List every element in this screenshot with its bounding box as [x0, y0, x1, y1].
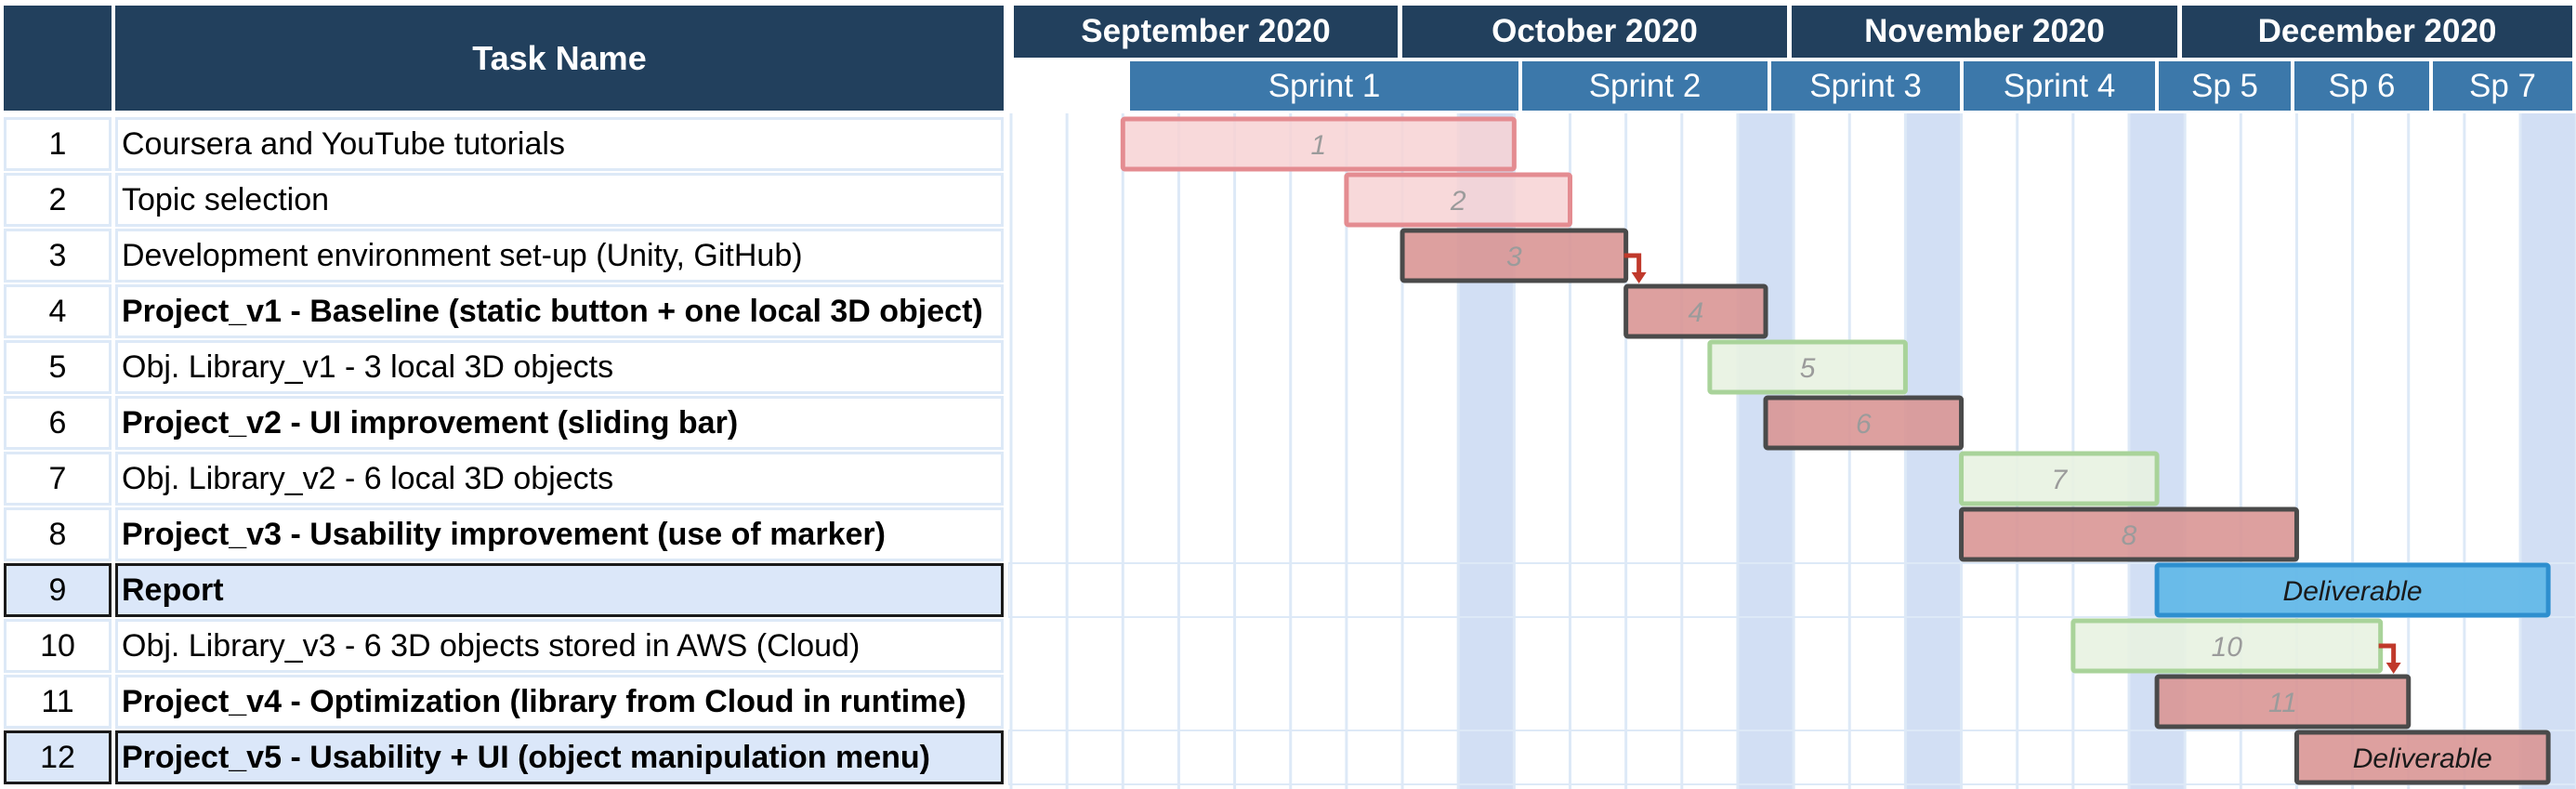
task-name: Project_v1 - Baseline (static button + o… — [115, 284, 1004, 338]
sprint-7: Sp 7 — [2433, 61, 2572, 111]
task-name: Project_v4 - Optimization (library from … — [115, 675, 1004, 729]
task-bar-label: 2 — [1450, 186, 1466, 217]
task-number: 8 — [4, 507, 112, 561]
task-bar-label: 11 — [2268, 688, 2297, 718]
task-bar-label: Deliverable — [2353, 743, 2492, 774]
sprint-5: Sp 5 — [2159, 61, 2291, 111]
task-bar-label: 3 — [1506, 242, 1522, 272]
month-october: October 2020 — [1402, 6, 1787, 58]
task-number: 11 — [4, 675, 112, 729]
sprint-4: Sprint 4 — [1964, 61, 2155, 111]
task-number: 12 — [4, 730, 112, 784]
task-name: Report — [115, 563, 1004, 617]
dependency-arrow — [2378, 643, 2397, 666]
task-bar — [2154, 562, 2551, 618]
task-number: 3 — [4, 229, 112, 283]
task-name: Coursera and YouTube tutorials — [115, 117, 1004, 171]
task-number: 2 — [4, 173, 112, 227]
task-name: Obj. Library_v3 - 6 3D objects stored in… — [115, 619, 1004, 673]
task-name: Topic selection — [115, 173, 1004, 227]
task-bar-label: 7 — [2051, 465, 2068, 495]
task-bar — [1623, 283, 1768, 339]
weekend-column — [1737, 113, 1794, 789]
sprint-1: Sprint 1 — [1130, 61, 1518, 111]
task-bar — [1763, 395, 1965, 451]
task-bar-label: Deliverable — [2283, 576, 2423, 607]
task-number: 4 — [4, 284, 112, 338]
task-number: 1 — [4, 117, 112, 171]
sprint-2: Sprint 2 — [1522, 61, 1768, 111]
task-bar — [2154, 674, 2412, 730]
sprint-3: Sprint 3 — [1771, 61, 1960, 111]
month-september: September 2020 — [1014, 6, 1398, 58]
weekend-column — [2520, 113, 2576, 789]
row-number-header — [4, 6, 112, 111]
task-bar — [1344, 172, 1572, 228]
task-bar — [1959, 506, 2299, 562]
task-number: 7 — [4, 452, 112, 506]
task-number: 10 — [4, 619, 112, 673]
dependency-arrow — [1623, 253, 1642, 276]
task-bar-label: 5 — [1800, 353, 1816, 384]
weekend-column — [1905, 113, 1962, 789]
task-name: Project_v2 - UI improvement (sliding bar… — [115, 396, 1004, 450]
task-name-header: Task Name — [115, 6, 1004, 111]
task-bar — [2293, 730, 2551, 785]
sprint-6: Sp 6 — [2294, 61, 2429, 111]
task-bar — [1959, 451, 2160, 506]
month-december: December 2020 — [2182, 6, 2572, 58]
task-bar-label: 6 — [1856, 409, 1872, 440]
task-number: 6 — [4, 396, 112, 450]
task-name: Development environment set-up (Unity, G… — [115, 229, 1004, 283]
task-name: Obj. Library_v2 - 6 local 3D objects — [115, 452, 1004, 506]
row-band — [1008, 562, 2576, 618]
task-bar-label: 4 — [1688, 297, 1703, 328]
task-name: Project_v5 - Usability + UI (object mani… — [115, 730, 1004, 784]
task-bar-label: 10 — [2212, 632, 2243, 663]
task-bar — [1707, 339, 1908, 395]
dependency-arrow-head — [2385, 663, 2401, 674]
task-bar-label: 8 — [2122, 520, 2137, 551]
task-number: 9 — [4, 563, 112, 617]
task-bar — [1120, 116, 1517, 172]
month-november: November 2020 — [1792, 6, 2177, 58]
gantt-plot: 1 2 3 4 5 6 7 8 Deliverable 10 11 Deliverable — [1008, 113, 2576, 789]
task-bar-label: 1 — [1310, 130, 1326, 161]
task-name: Project_v3 - Usability improvement (use … — [115, 507, 1004, 561]
row-band — [1008, 730, 2576, 785]
task-name: Obj. Library_v1 - 3 local 3D objects — [115, 340, 1004, 394]
dependency-arrow-head — [1631, 272, 1647, 283]
task-number: 5 — [4, 340, 112, 394]
